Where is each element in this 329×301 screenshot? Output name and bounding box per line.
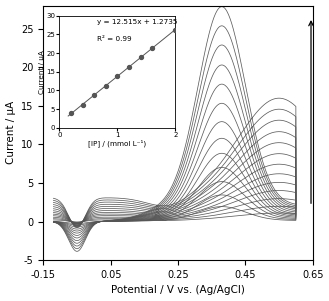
X-axis label: Potential / V vs. (Ag/AgCl): Potential / V vs. (Ag/AgCl) bbox=[111, 285, 245, 296]
Y-axis label: Current / μA: Current / μA bbox=[6, 101, 15, 164]
